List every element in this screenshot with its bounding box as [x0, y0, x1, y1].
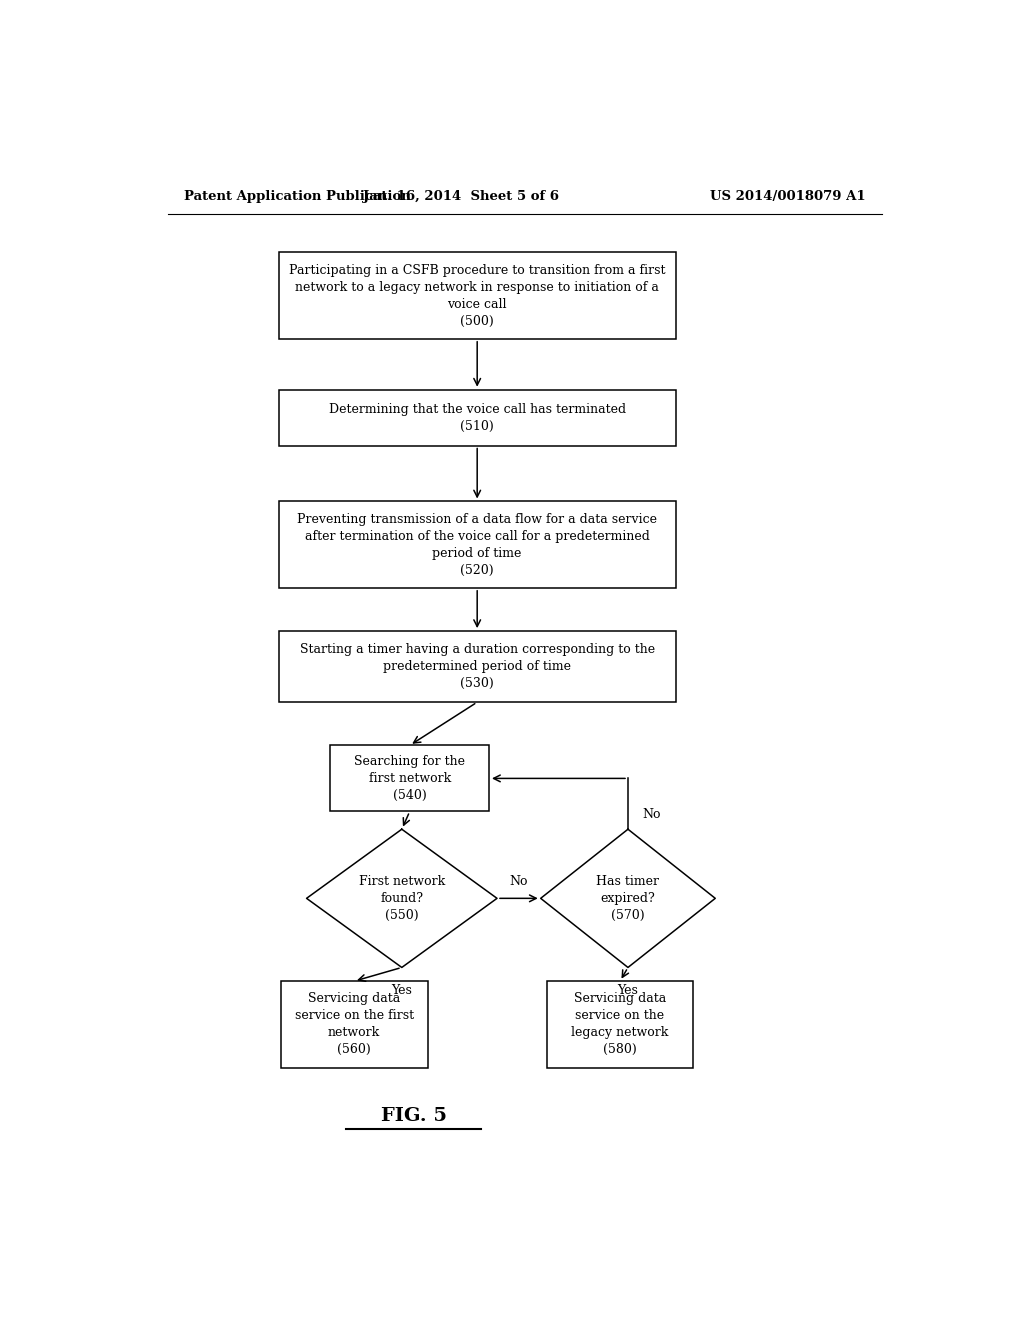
Text: Patent Application Publication: Patent Application Publication [183, 190, 411, 202]
Text: Determining that the voice call has terminated
(510): Determining that the voice call has term… [329, 403, 626, 433]
FancyBboxPatch shape [279, 389, 676, 446]
Text: Starting a timer having a duration corresponding to the
predetermined period of : Starting a timer having a duration corre… [300, 643, 654, 690]
Text: Yes: Yes [391, 983, 413, 997]
Text: No: No [510, 875, 528, 888]
Text: Jan. 16, 2014  Sheet 5 of 6: Jan. 16, 2014 Sheet 5 of 6 [364, 190, 559, 202]
Text: Servicing data
service on the
legacy network
(580): Servicing data service on the legacy net… [571, 993, 669, 1056]
Text: No: No [642, 808, 660, 821]
Text: Searching for the
first network
(540): Searching for the first network (540) [354, 755, 465, 803]
Text: Yes: Yes [617, 983, 638, 997]
FancyBboxPatch shape [547, 981, 693, 1068]
Text: Has timer
expired?
(570): Has timer expired? (570) [596, 875, 659, 921]
FancyBboxPatch shape [279, 252, 676, 339]
FancyBboxPatch shape [331, 746, 489, 812]
FancyBboxPatch shape [279, 502, 676, 587]
Text: US 2014/0018079 A1: US 2014/0018079 A1 [711, 190, 866, 202]
Text: FIG. 5: FIG. 5 [381, 1107, 446, 1125]
Text: First network
found?
(550): First network found? (550) [358, 875, 444, 921]
Text: Preventing transmission of a data flow for a data service
after termination of t: Preventing transmission of a data flow f… [297, 512, 657, 577]
Text: Participating in a CSFB procedure to transition from a first
network to a legacy: Participating in a CSFB procedure to tra… [289, 264, 666, 327]
Text: Servicing data
service on the first
network
(560): Servicing data service on the first netw… [295, 993, 414, 1056]
FancyBboxPatch shape [281, 981, 428, 1068]
FancyBboxPatch shape [279, 631, 676, 702]
